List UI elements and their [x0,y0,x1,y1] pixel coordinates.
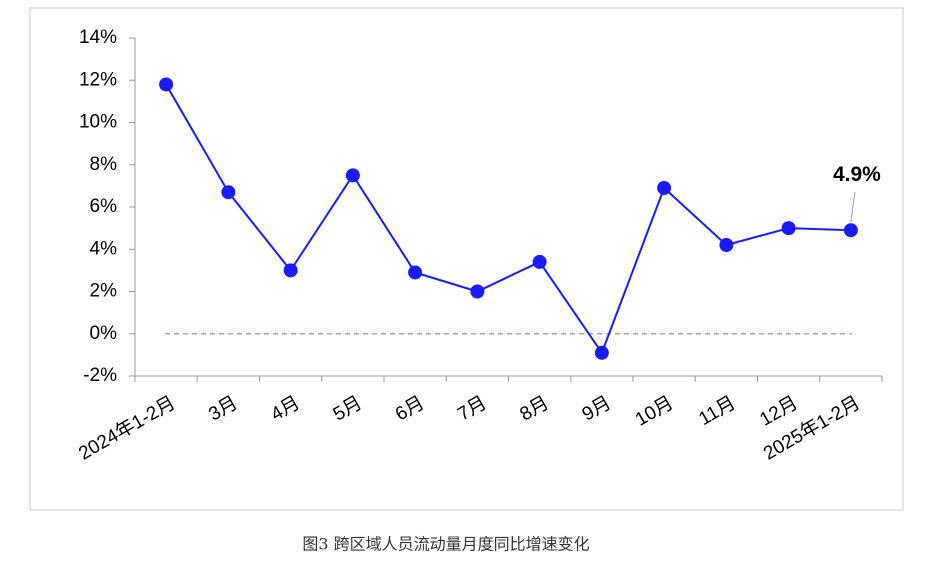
y-tick-label: -2% [83,365,117,386]
y-tick-label: 14% [79,27,117,48]
y-tick-label: 12% [79,69,117,90]
y-tick-label: 10% [79,112,117,133]
label-leader [850,192,856,223]
data-point [594,345,609,360]
data-point [843,223,858,238]
data-point [657,180,672,195]
chart-frame [29,7,904,511]
data-point [781,221,796,236]
data-point [719,238,734,253]
y-tick-label: 6% [90,196,118,217]
data-label: 4.9% [833,163,881,186]
y-tick-label: 4% [90,238,118,259]
data-point [221,185,236,200]
series-line [165,83,851,355]
data-point [345,168,360,183]
data-point [159,77,174,92]
data-point [532,254,547,269]
caption: 图3 跨区域人员流动量月度同比增速变化 [302,535,589,554]
y-tick-label: 8% [90,154,118,175]
data-point [283,263,298,278]
data-point [470,284,485,299]
y-tick-label: 2% [90,281,118,302]
data-point [408,265,423,280]
y-tick-label: 0% [90,323,118,344]
